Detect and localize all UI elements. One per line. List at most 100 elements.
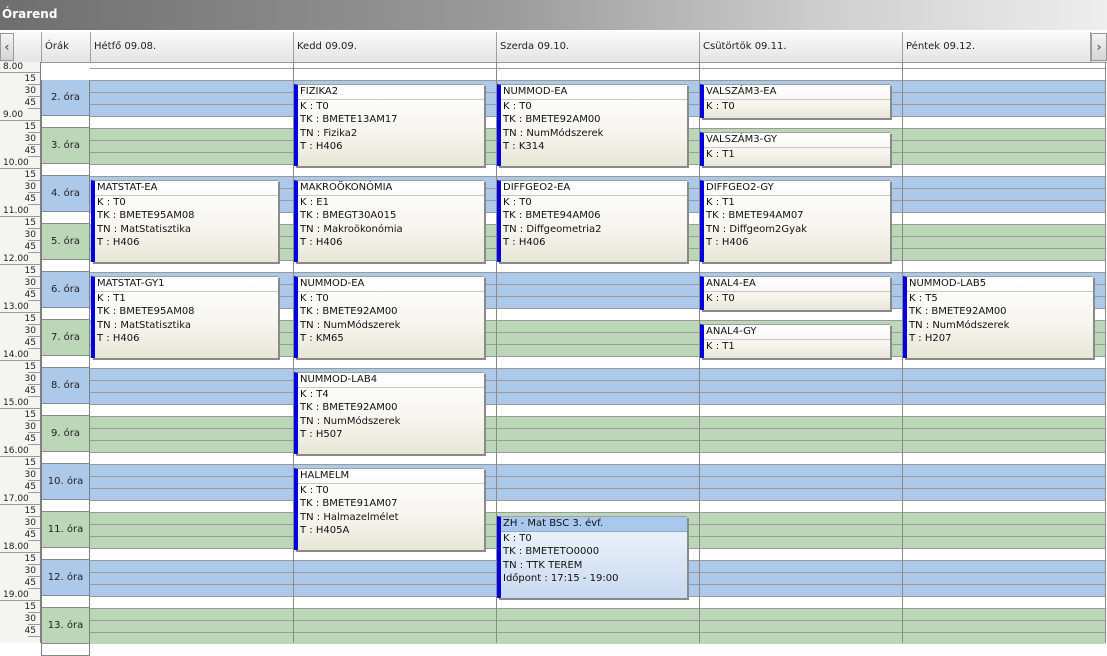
class-event[interactable]: MAKROÖKONÓMIA K : E1 TK : BMEGT30A015 TN : …	[294, 180, 484, 262]
class-event[interactable]: ZH - Mat BSC 3. évf. K : T0 TK : BMETETO00…	[497, 516, 687, 598]
class-event[interactable]: ANAL4-EA K : T0	[700, 276, 890, 310]
event-detail: TK : BMETE13AM17	[300, 114, 398, 125]
day-header-friday[interactable]: Péntek 09.12.	[902, 32, 1091, 62]
event-detail: T : H507	[300, 429, 343, 440]
time-tick	[28, 108, 40, 109]
time-slot-row[interactable]	[90, 392, 1105, 404]
time-tick	[28, 576, 40, 577]
class-event[interactable]: NUMMOD-EA K : T0 TK : BMETE92AM00 TN : NumM…	[497, 84, 687, 166]
time-tick	[0, 408, 40, 409]
day-divider	[1105, 62, 1106, 643]
time-slot-row[interactable]	[90, 356, 1105, 368]
time-tick	[28, 540, 40, 541]
class-event[interactable]: NUMMOD-LAB5 K : T5 TK : BMETE92AM00 TN : Nu…	[903, 276, 1093, 358]
time-tick	[28, 288, 40, 289]
time-slot-row[interactable]	[90, 488, 1105, 500]
lesson-gap-cell	[41, 644, 90, 656]
class-event[interactable]: VALSZÁM3-GY K : T1	[700, 132, 890, 166]
class-event[interactable]: DIFFGEO2-GY K : T1 TK : BMETE94AM07 TN : Di…	[700, 180, 890, 262]
event-detail: T : H406	[97, 237, 140, 248]
lesson-number-cell: 2. óra	[41, 80, 90, 116]
time-tick	[28, 348, 40, 349]
event-detail: TN : Diffgeometria2	[503, 223, 602, 235]
time-slot-row[interactable]	[90, 632, 1105, 644]
class-event[interactable]: NUMMOD-LAB4 K : T4 TK : BMETE92AM00 TN : Nu…	[294, 372, 484, 454]
day-header-wednesday[interactable]: Szerda 09.10.	[496, 32, 699, 62]
quarter-label: 15	[24, 122, 36, 132]
chevron-right-icon[interactable]: ›	[1091, 33, 1107, 61]
quarter-label: 15	[24, 314, 36, 324]
quarter-label: 15	[24, 554, 36, 564]
event-detail: TK : BMETE92AM00	[300, 306, 398, 317]
quarter-label: 15	[24, 74, 36, 84]
lesson-gap-cell	[41, 356, 90, 368]
class-event[interactable]: MATSTAT-GY1 K : T1 TK : BMETE95AM08 TN : Ma…	[91, 276, 278, 358]
lesson-number-cell: 10. óra	[41, 464, 90, 500]
time-slot-row[interactable]	[90, 368, 1105, 380]
quarter-label: 45	[24, 242, 36, 252]
event-detail: T : H406	[300, 141, 343, 152]
time-tick	[28, 132, 40, 133]
time-slot-row[interactable]	[90, 500, 1105, 512]
time-tick	[28, 612, 40, 613]
class-event[interactable]: NUMMOD-EA K : T0 TK : BMETE92AM00 TN : NumM…	[294, 276, 484, 358]
time-tick	[0, 120, 40, 121]
event-title: MATSTAT-EA	[95, 181, 278, 196]
quarter-label: 45	[24, 626, 36, 636]
quarter-label: 15	[24, 458, 36, 468]
event-detail: TN : NumMódszerek	[503, 127, 604, 139]
event-title: DIFFGEO2-EA	[501, 181, 687, 196]
quarter-label: 15	[24, 362, 36, 372]
time-slot-row[interactable]	[90, 620, 1105, 632]
quarter-label: 15	[24, 410, 36, 420]
event-detail: T : H406	[97, 333, 140, 344]
lesson-number-cell: 11. óra	[41, 512, 90, 548]
time-tick	[28, 516, 40, 517]
time-slot-row[interactable]	[90, 380, 1105, 392]
time-tick	[28, 156, 40, 157]
class-event[interactable]: DIFFGEO2-EA K : T0 TK : BMETE94AM06 TN : Di…	[497, 180, 687, 262]
time-slot-row[interactable]	[90, 476, 1105, 488]
lesson-number-cell: 4. óra	[41, 176, 90, 212]
time-slot-row[interactable]	[90, 404, 1105, 416]
chevron-left-icon[interactable]: ‹	[0, 33, 14, 61]
window-title: Órarend	[2, 7, 58, 21]
day-divider	[699, 62, 700, 643]
day-header-thursday[interactable]: Csütörtök 09.11.	[699, 32, 902, 62]
time-slot-row[interactable]	[90, 608, 1105, 620]
quarter-label: 30	[24, 86, 36, 96]
time-tick	[28, 252, 40, 253]
day-divider	[496, 62, 497, 643]
time-slot-row[interactable]	[90, 416, 1105, 428]
lesson-number-cell: 12. óra	[41, 560, 90, 596]
event-detail: K : T4	[300, 388, 329, 400]
class-event[interactable]: FIZIKA2 K : T0 TK : BMETE13AM17 TN : Fizika…	[294, 84, 484, 166]
hour-label: 17.00	[3, 494, 29, 504]
timetable-grid: MATSTAT-EA K : T0 TK : BMETE95AM08 TN : Mat…	[90, 62, 1107, 644]
time-tick	[28, 444, 40, 445]
class-event[interactable]: HALMELM K : T0 TK : BMETE91AM07 TN : Halmaz…	[294, 468, 484, 550]
time-slot-row[interactable]	[90, 464, 1105, 476]
event-detail: TN : Makroökonómia	[300, 223, 403, 235]
lesson-gap-cell	[41, 500, 90, 512]
quarter-label: 45	[24, 194, 36, 204]
day-header-monday[interactable]: Hétfő 09.08.	[90, 32, 293, 62]
quarter-label: 45	[24, 578, 36, 588]
quarter-label: 15	[24, 218, 36, 228]
day-header-tuesday[interactable]: Kedd 09.09.	[293, 32, 496, 62]
time-slot-row[interactable]	[90, 452, 1105, 464]
time-slot-row[interactable]	[90, 428, 1105, 440]
time-tick	[28, 144, 40, 145]
time-tick	[28, 432, 40, 433]
class-event[interactable]: ANAL4-GY K : T1	[700, 324, 890, 358]
quarter-label: 45	[24, 98, 36, 108]
class-event[interactable]: MATSTAT-EA K : T0 TK : BMETE95AM08 TN : Mat…	[91, 180, 278, 262]
event-detail: TK : BMETE92AM00	[909, 306, 1007, 317]
lesson-gap-cell	[41, 596, 90, 608]
time-tick	[28, 636, 40, 637]
class-event[interactable]: VALSZÁM3-EA K : T0	[700, 84, 890, 118]
event-detail: T : H405A	[300, 525, 350, 536]
time-slot-row[interactable]	[90, 440, 1105, 452]
time-slot-row[interactable]	[90, 68, 1105, 80]
event-detail: K : T5	[909, 292, 938, 304]
